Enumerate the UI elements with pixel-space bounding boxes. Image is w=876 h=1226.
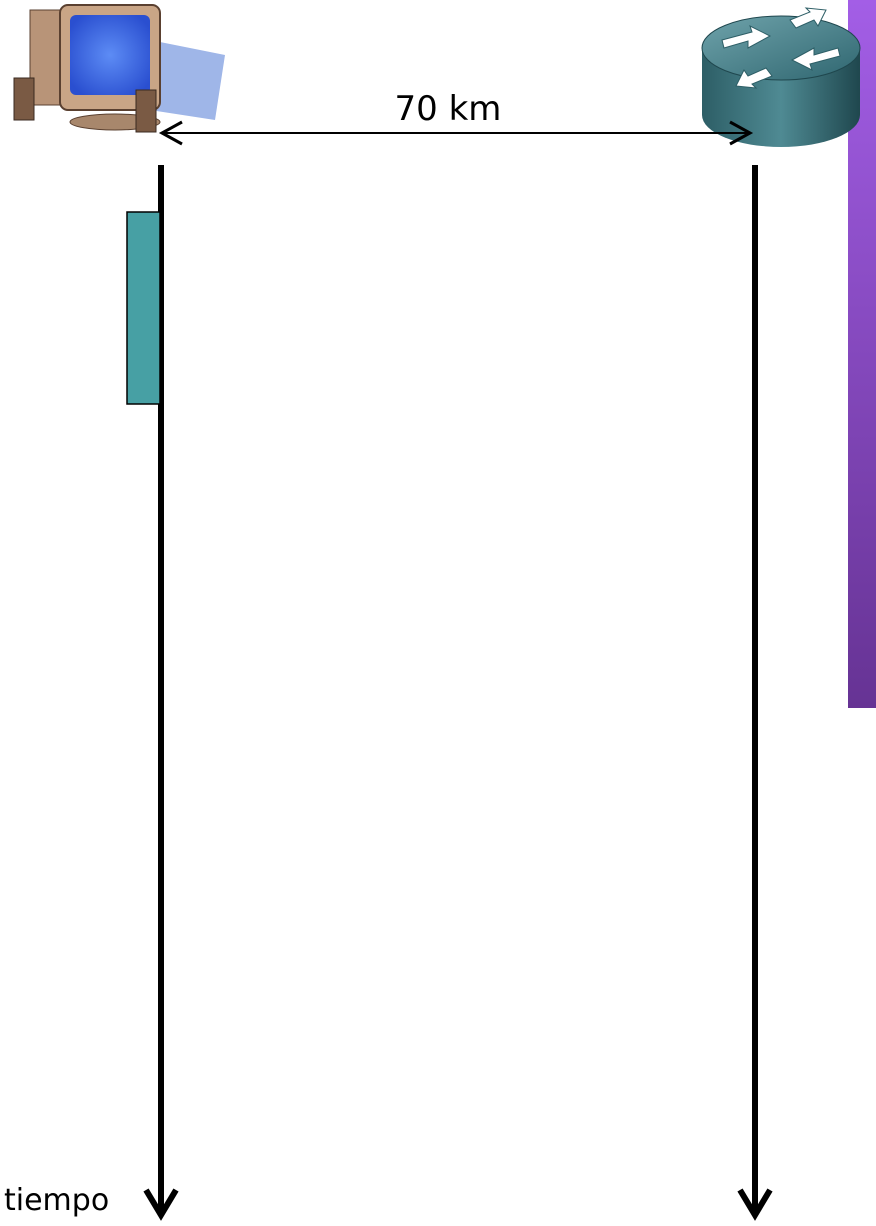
router-icon xyxy=(702,8,860,147)
timeline-right xyxy=(740,165,770,1215)
computer-icon xyxy=(14,5,225,132)
time-axis-label: tiempo xyxy=(4,1183,109,1218)
distance-label: 70 km xyxy=(395,89,502,129)
transmission-block xyxy=(127,212,160,404)
diagram: 70 km tiempo xyxy=(0,0,876,1226)
